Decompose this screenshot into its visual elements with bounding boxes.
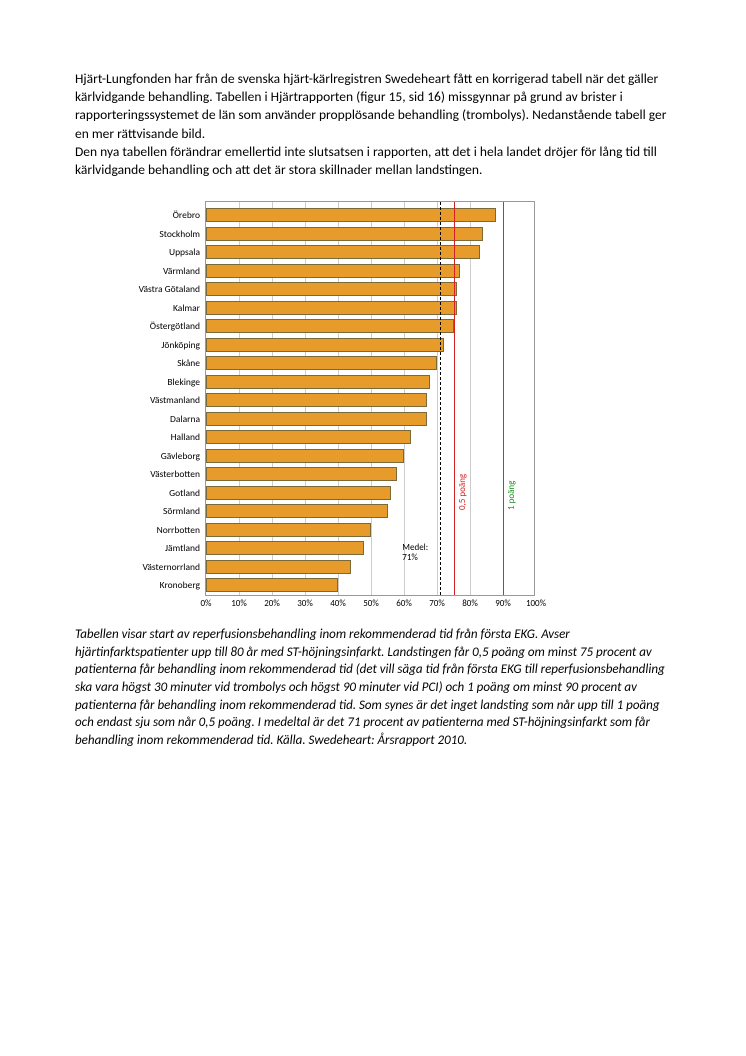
chart-bar [206, 560, 351, 574]
chart-bar [206, 430, 411, 444]
chart-bar [206, 523, 371, 537]
chart-gridline [437, 202, 438, 595]
chart-y-label: Skåne [177, 357, 206, 369]
chart-y-label: Dalarna [170, 413, 206, 425]
chart-x-tick: 90% [495, 595, 511, 609]
chart-bar [206, 449, 404, 463]
chart-y-label: Kalmar [173, 302, 206, 314]
chart-y-label: Västmanland [150, 394, 206, 406]
chart-y-label: Halland [171, 431, 206, 443]
chart-x-tick: 40% [330, 595, 346, 609]
chart-bar-rect [206, 393, 427, 407]
chart-y-label: Östergötland [150, 320, 206, 332]
chart-bar [206, 578, 338, 592]
chart-y-label: Jämtland [165, 542, 206, 554]
chart-bar-rect [206, 227, 483, 241]
chart-mean-label: Medel:71% [402, 543, 428, 563]
chart-bar [206, 301, 457, 315]
chart-bar-rect [206, 319, 454, 333]
chart-y-label: Västra Götaland [139, 283, 206, 295]
chart-y-label: Kronoberg [160, 579, 206, 591]
chart-y-label: Gotland [169, 487, 206, 499]
chart-x-tick: 70% [429, 595, 445, 609]
chart-bar-rect [206, 467, 397, 481]
chart-bar-rect [206, 356, 437, 370]
chart-bar-rect [206, 282, 457, 296]
document-page: Hjärt-Lungfonden har från de svenska hjä… [0, 0, 746, 809]
chart-x-tick: 0% [201, 595, 212, 609]
chart-y-label: Västernorrland [143, 561, 206, 573]
chart-reference-line [454, 202, 455, 595]
chart-caption: Tabellen visar start av reperfusionsbeha… [75, 626, 671, 749]
chart-x-tick: 60% [396, 595, 412, 609]
chart-gridline [470, 202, 471, 595]
chart-x-tick: 100% [526, 595, 546, 609]
chart-bar [206, 338, 444, 352]
chart-y-label: Gävleborg [161, 450, 206, 462]
chart-reference-line [440, 202, 441, 595]
chart-bar-rect [206, 375, 430, 389]
chart-y-label: Norrbotten [157, 524, 206, 536]
chart-plot-area: 0%10%20%30%40%50%60%70%80%90%100%ÖrebroS… [205, 201, 535, 596]
intro-paragraph: Hjärt-Lungfonden har från de svenska hjä… [75, 70, 671, 179]
chart-bar [206, 467, 397, 481]
chart-bar-rect [206, 541, 364, 555]
chart-bar-rect [206, 523, 371, 537]
chart-reference-line [503, 202, 504, 595]
chart-y-label: Örebro [173, 209, 206, 221]
chart-y-label: Stockholm [159, 228, 206, 240]
chart-x-tick: 80% [462, 595, 478, 609]
chart-bar-rect [206, 412, 427, 426]
chart-bar-rect [206, 430, 411, 444]
chart-bar-rect [206, 486, 391, 500]
chart-x-tick: 50% [363, 595, 379, 609]
chart-bar [206, 245, 480, 259]
chart-bar [206, 227, 483, 241]
chart-reference-label: 0,5 poäng [457, 474, 468, 510]
chart-y-label: Jönköping [161, 339, 206, 351]
chart-bar-rect [206, 504, 388, 518]
chart-bar-rect [206, 338, 444, 352]
chart-bar-rect [206, 264, 460, 278]
chart-bar [206, 375, 430, 389]
chart-y-label: Värmland [163, 265, 206, 277]
chart-x-tick: 20% [264, 595, 280, 609]
chart-bar [206, 393, 427, 407]
chart-bar-rect [206, 560, 351, 574]
chart-bar-rect [206, 301, 457, 315]
chart-bar [206, 412, 427, 426]
chart-bar-rect [206, 245, 480, 259]
chart-y-label: Västerbotten [150, 468, 206, 480]
chart-bar [206, 264, 460, 278]
chart-x-tick: 10% [231, 595, 247, 609]
chart-bar [206, 356, 437, 370]
bar-chart: 0%10%20%30%40%50%60%70%80%90%100%ÖrebroS… [125, 201, 671, 596]
chart-bar-rect [206, 578, 338, 592]
chart-y-label: Uppsala [169, 246, 206, 258]
chart-bar-rect [206, 449, 404, 463]
chart-bar [206, 319, 454, 333]
chart-y-label: Sörmland [163, 505, 206, 517]
chart-x-tick: 30% [297, 595, 313, 609]
chart-bar [206, 486, 391, 500]
chart-bar [206, 541, 364, 555]
chart-reference-label: 1 poäng [506, 481, 517, 510]
chart-bar [206, 504, 388, 518]
chart-bar [206, 282, 457, 296]
chart-y-label: Blekinge [167, 376, 206, 388]
